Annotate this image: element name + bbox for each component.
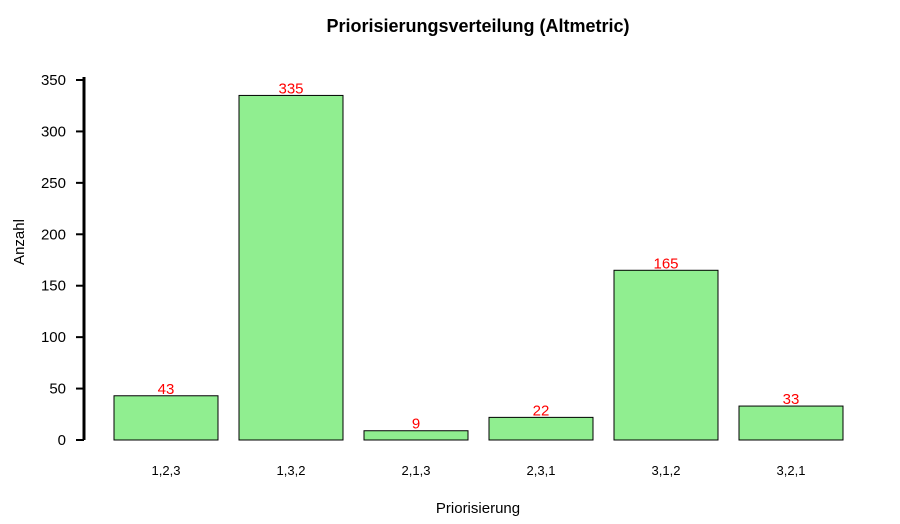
x-tick-label: 3,1,2: [652, 463, 681, 478]
data-label: 22: [533, 402, 550, 419]
y-tick-label: 50: [49, 381, 66, 398]
y-tick-label: 350: [41, 72, 66, 89]
y-tick-label: 250: [41, 175, 66, 192]
data-label: 165: [653, 255, 678, 272]
x-tick-label: 2,3,1: [527, 463, 556, 478]
y-tick-label: 150: [41, 278, 66, 295]
data-labels: 43 335 9 22 165 33: [158, 80, 800, 432]
y-tick-label: 200: [41, 226, 66, 243]
bar-3-1-2: [613, 269, 719, 441]
data-label: 33: [783, 391, 800, 408]
data-label: 9: [412, 416, 420, 433]
x-tick-label: 1,2,3: [152, 463, 181, 478]
y-axis-label: Anzahl: [11, 219, 28, 265]
bar-3-2-1: [738, 405, 844, 441]
data-label: 43: [158, 381, 175, 398]
bars: [113, 94, 844, 441]
data-label: 335: [278, 80, 303, 97]
y-tick-label: 100: [41, 329, 66, 346]
x-axis-tick-labels: 1,2,3 1,3,2 2,1,3 2,3,1 3,1,2 3,2,1: [152, 463, 806, 478]
y-tick-label: 0: [58, 432, 66, 449]
bar-1-3-2: [238, 94, 344, 441]
bar-2-3-1: [488, 416, 594, 441]
bar-2-1-3: [363, 430, 469, 441]
y-axis-ticks: 0 50 100 150 200 250 300 350: [41, 72, 84, 449]
bar-1-2-3: [113, 395, 219, 441]
chart-title: Priorisierungsverteilung (Altmetric): [326, 16, 629, 36]
x-tick-label: 1,3,2: [277, 463, 306, 478]
y-tick-label: 300: [41, 123, 66, 140]
x-tick-label: 2,1,3: [402, 463, 431, 478]
x-tick-label: 3,2,1: [777, 463, 806, 478]
x-axis-label: Priorisierung: [436, 500, 520, 517]
